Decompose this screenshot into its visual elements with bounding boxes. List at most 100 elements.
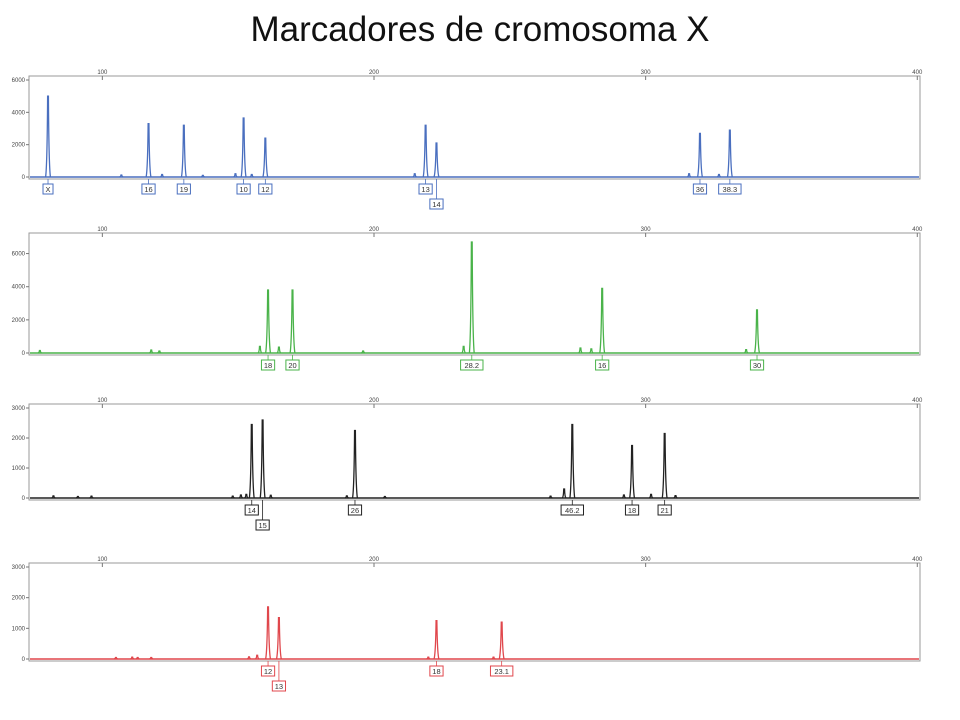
x-tick-label: 100: [97, 70, 108, 76]
peak: [37, 349, 42, 354]
peak: [548, 495, 553, 499]
allele-label: 13: [275, 682, 283, 691]
allele-label: 36: [696, 185, 704, 194]
x-tick-label: 200: [369, 557, 380, 563]
peak: [157, 350, 162, 354]
peak: [238, 494, 243, 499]
peak: [498, 621, 505, 660]
peak: [149, 656, 154, 660]
peak: [382, 495, 387, 499]
allele-label-box: [489, 665, 514, 677]
y-tick-label: 0: [22, 657, 26, 663]
allele-label-box: [347, 504, 363, 516]
allele-label-box: [418, 183, 433, 195]
allele-label: 13: [421, 185, 429, 194]
allele-label-box: [657, 504, 672, 516]
peak: [599, 287, 606, 354]
peak: [673, 494, 678, 499]
allele-label-box: [560, 504, 584, 516]
y-tick-label: 4000: [12, 285, 26, 291]
y-tick-label: 2000: [12, 143, 26, 149]
allele-label-box: [460, 359, 484, 371]
allele-label: 20: [288, 361, 296, 370]
x-tick-label: 400: [912, 398, 923, 404]
allele-label: X: [46, 185, 51, 194]
x-tick-label: 200: [369, 227, 380, 233]
peak: [589, 348, 594, 354]
y-tick-label: 2000: [12, 596, 26, 602]
peak: [744, 349, 749, 354]
allele-label-box: [624, 504, 640, 516]
peak: [135, 656, 140, 660]
peak: [268, 494, 273, 499]
peak: [661, 432, 668, 499]
allele-label: 14: [432, 200, 440, 209]
allele-label: 10: [239, 185, 247, 194]
allele-label: 19: [180, 185, 188, 194]
allele-label-box: [692, 183, 708, 195]
x-tick-label: 300: [641, 227, 652, 233]
peak: [648, 493, 654, 499]
y-tick-label: 3000: [12, 565, 26, 571]
allele-label: 21: [660, 506, 668, 515]
peak: [716, 173, 722, 178]
peak: [265, 289, 272, 354]
peak: [51, 495, 56, 499]
peak: [696, 132, 704, 178]
allele-label-box: [271, 680, 287, 692]
allele-label: 16: [598, 361, 606, 370]
peak: [433, 142, 440, 178]
peak: [44, 95, 52, 178]
x-tick-label: 300: [641, 557, 652, 563]
y-tick-label: 0: [22, 175, 26, 181]
y-tick-label: 1000: [12, 626, 26, 632]
x-tick-label: 100: [97, 227, 108, 233]
peak: [289, 289, 296, 354]
allele-label-box: [595, 359, 610, 371]
peak: [344, 495, 349, 499]
x-tick-label: 400: [912, 70, 923, 76]
allele-label: 26: [351, 506, 359, 515]
peak: [491, 656, 496, 660]
peak: [160, 173, 165, 178]
peak: [461, 345, 466, 354]
allele-label-box: [260, 665, 276, 677]
peak: [686, 173, 692, 178]
peak: [180, 124, 187, 178]
allele-label-box: [42, 183, 54, 195]
peak: [249, 173, 254, 178]
peak: [621, 494, 627, 499]
peak: [629, 444, 636, 499]
peak: [89, 495, 94, 499]
plot-frame: [28, 75, 921, 180]
peak: [145, 123, 152, 178]
allele-label-box: [749, 359, 765, 371]
peak: [276, 346, 282, 354]
x-tick-label: 100: [97, 398, 108, 404]
allele-label: 14: [248, 506, 256, 515]
page-title: Marcadores de cromosoma X: [250, 10, 710, 49]
peak: [259, 419, 266, 499]
y-tick-label: 3000: [12, 406, 26, 412]
allele-label: 18: [264, 361, 272, 370]
peak: [247, 656, 252, 660]
peak: [726, 129, 733, 178]
peak: [75, 495, 80, 499]
allele-label: 18: [432, 667, 440, 676]
peak: [433, 620, 440, 660]
y-tick-label: 0: [22, 496, 26, 502]
allele-label-box: [260, 359, 276, 371]
x-tick-label: 300: [641, 398, 652, 404]
peak: [255, 654, 260, 660]
allele-label-box: [255, 519, 270, 531]
y-tick-label: 2000: [12, 436, 26, 442]
peak: [561, 488, 567, 499]
peak: [265, 606, 272, 660]
x-tick-label: 200: [369, 70, 380, 76]
allele-label-box: [718, 183, 742, 195]
peak: [426, 656, 431, 660]
